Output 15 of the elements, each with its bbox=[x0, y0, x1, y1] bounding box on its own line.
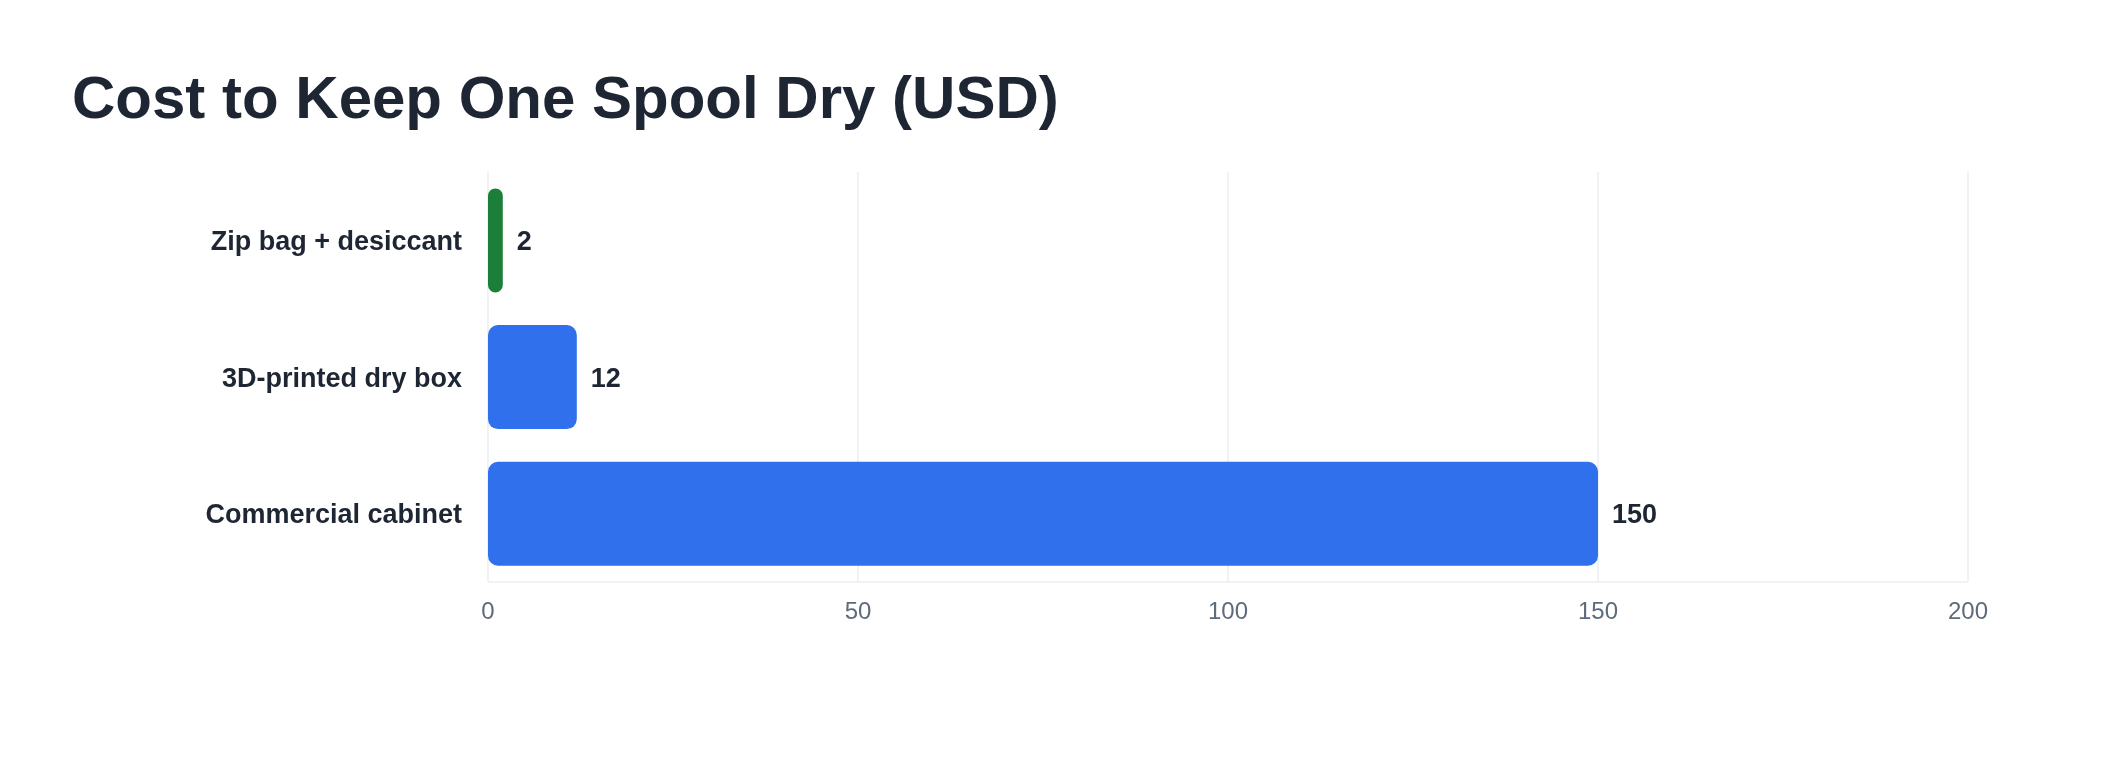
data-label: 150 bbox=[1612, 499, 1658, 530]
x-tick-label: 200 bbox=[1947, 597, 1989, 625]
y-tick-label: 3D-printed dry box bbox=[221, 362, 462, 393]
data-label: 12 bbox=[590, 362, 621, 393]
y-tick-label: Zip bag + desiccant bbox=[210, 225, 462, 256]
x-tick-label: 100 bbox=[1207, 597, 1249, 625]
bar bbox=[488, 461, 1598, 566]
bar bbox=[488, 188, 503, 293]
bar bbox=[488, 325, 577, 430]
x-tick-label: 50 bbox=[844, 597, 872, 625]
x-tick-label: 150 bbox=[1577, 597, 1619, 625]
data-label: 2 bbox=[516, 225, 532, 256]
x-tick-label: 0 bbox=[481, 597, 495, 625]
y-tick-label: Commercial cabinet bbox=[205, 499, 463, 530]
chart-title: Cost to Keep One Spool Dry (USD) bbox=[71, 63, 1060, 133]
